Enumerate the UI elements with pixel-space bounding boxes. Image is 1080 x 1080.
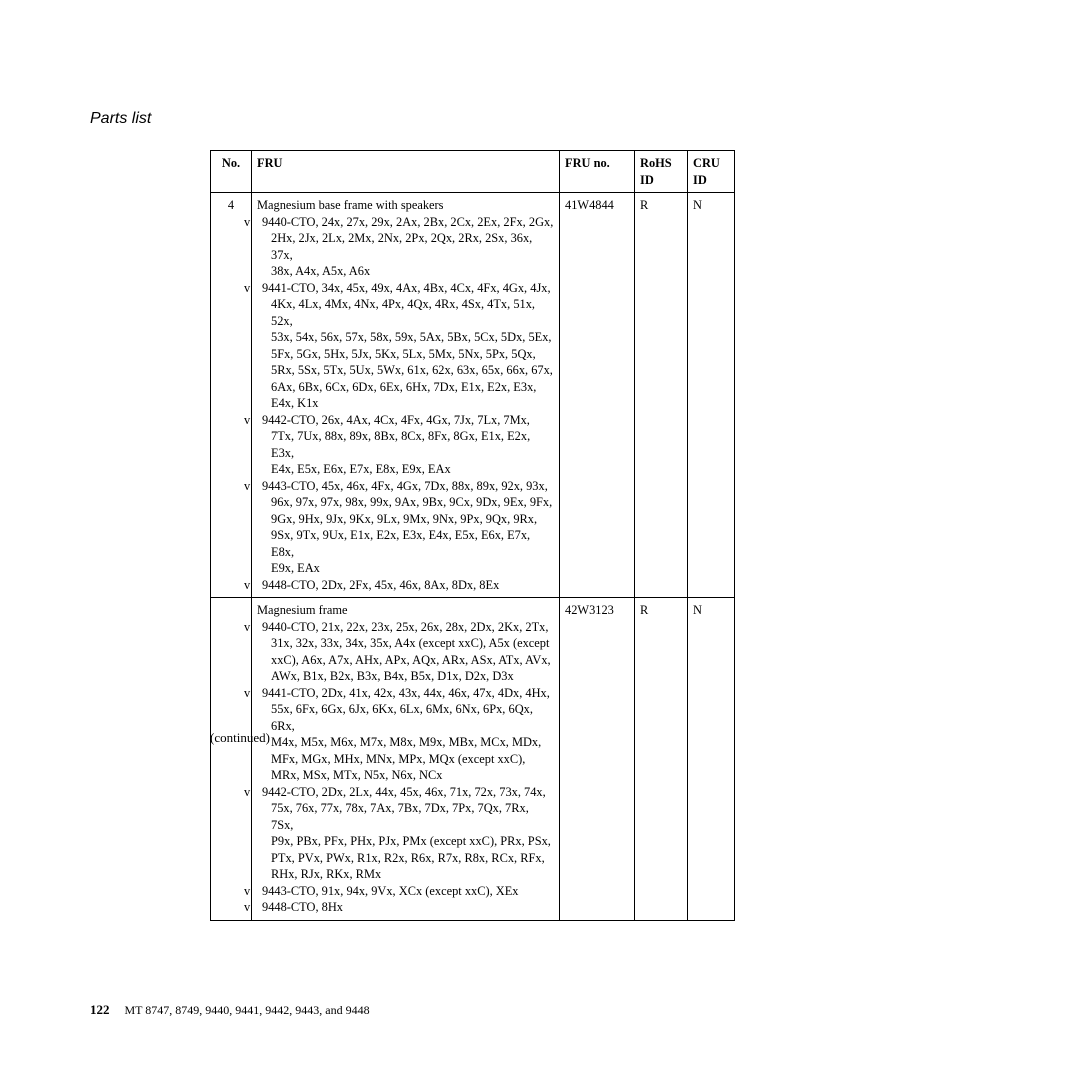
fru-line: 96x, 97x, 97x, 98x, 99x, 9Ax, 9Bx, 9Cx, … — [271, 495, 552, 509]
fru-entry: v9443-CTO, 91x, 94x, 9Vx, XCx (except xx… — [257, 883, 554, 900]
fru-line: E4x, K1x — [271, 396, 319, 410]
fru-entry: v9448-CTO, 2Dx, 2Fx, 45x, 46x, 8Ax, 8Dx,… — [257, 577, 554, 594]
fru-line: 9Gx, 9Hx, 9Jx, 9Kx, 9Lx, 9Mx, 9Nx, 9Px, … — [271, 512, 537, 526]
th-no: No. — [211, 151, 252, 193]
cell-no — [211, 598, 252, 921]
bullet-icon: v — [253, 685, 262, 702]
fru-entry: v9442-CTO, 2Dx, 2Lx, 44x, 45x, 46x, 71x,… — [257, 784, 554, 883]
fru-entry: v9440-CTO, 21x, 22x, 23x, 25x, 26x, 28x,… — [257, 619, 554, 685]
fru-line: 4Kx, 4Lx, 4Mx, 4Nx, 4Px, 4Qx, 4Rx, 4Sx, … — [271, 297, 535, 328]
fru-line: 9448-CTO, 2Dx, 2Fx, 45x, 46x, 8Ax, 8Dx, … — [262, 578, 499, 592]
cell-cru-id: N — [688, 193, 735, 598]
cell-no: 4 — [211, 193, 252, 598]
fru-line: 9Sx, 9Tx, 9Ux, E1x, E2x, E3x, E4x, E5x, … — [271, 528, 530, 559]
footer-text: MT 8747, 8749, 9440, 9441, 9442, 9443, a… — [125, 1003, 370, 1017]
cell-fru: Magnesium frame v9440-CTO, 21x, 22x, 23x… — [252, 598, 560, 921]
th-fru: FRU — [252, 151, 560, 193]
fru-line: 6Ax, 6Bx, 6Cx, 6Dx, 6Ex, 6Hx, 7Dx, E1x, … — [271, 380, 536, 394]
th-cru-l1: CRU — [693, 156, 720, 170]
fru-line: MRx, MSx, MTx, N5x, N6x, NCx — [271, 768, 442, 782]
fru-line: 2Hx, 2Jx, 2Lx, 2Mx, 2Nx, 2Px, 2Qx, 2Rx, … — [271, 231, 532, 262]
page-footer: 122 MT 8747, 8749, 9440, 9441, 9442, 944… — [90, 1002, 370, 1018]
fru-line: xxC), A6x, A7x, AHx, APx, AQx, ARx, ASx,… — [271, 653, 551, 667]
th-rohs-l2: ID — [640, 173, 654, 187]
table-header-row: No. FRU FRU no. RoHS ID CRU ID — [211, 151, 735, 193]
fru-line: RHx, RJx, RKx, RMx — [271, 867, 381, 881]
th-cru: CRU ID — [688, 151, 735, 193]
cell-fru-no: 42W3123 — [560, 598, 635, 921]
fru-line: M4x, M5x, M6x, M7x, M8x, M9x, MBx, MCx, … — [271, 735, 541, 749]
continued-label: (continued) — [210, 730, 270, 746]
fru-line: 53x, 54x, 56x, 57x, 58x, 59x, 5Ax, 5Bx, … — [271, 330, 552, 344]
cell-fru-no: 41W4844 — [560, 193, 635, 598]
fru-line: 5Rx, 5Sx, 5Tx, 5Ux, 5Wx, 61x, 62x, 63x, … — [271, 363, 553, 377]
th-frun: FRU no. — [560, 151, 635, 193]
fru-line: 38x, A4x, A5x, A6x — [271, 264, 370, 278]
fru-line: 9441-CTO, 2Dx, 41x, 42x, 43x, 44x, 46x, … — [262, 686, 550, 700]
parts-table-wrap: No. FRU FRU no. RoHS ID CRU ID 4 — [210, 150, 735, 921]
fru-entry: v9443-CTO, 45x, 46x, 4Fx, 4Gx, 7Dx, 88x,… — [257, 478, 554, 577]
fru-entry: v9448-CTO, 8Hx — [257, 899, 554, 916]
bullet-icon: v — [253, 883, 262, 900]
fru-line: AWx, B1x, B2x, B3x, B4x, B5x, D1x, D2x, … — [271, 669, 514, 683]
fru-line: P9x, PBx, PFx, PHx, PJx, PMx (except xxC… — [271, 834, 551, 848]
cell-cru-id: N — [688, 598, 735, 921]
fru-line: PTx, PVx, PWx, R1x, R2x, R6x, R7x, R8x, … — [271, 851, 545, 865]
fru-line: 9442-CTO, 2Dx, 2Lx, 44x, 45x, 46x, 71x, … — [262, 785, 546, 799]
fru-line: 55x, 6Fx, 6Gx, 6Jx, 6Kx, 6Lx, 6Mx, 6Nx, … — [271, 702, 533, 733]
fru-line: 75x, 76x, 77x, 78x, 7Ax, 7Bx, 7Dx, 7Px, … — [271, 801, 529, 832]
cell-fru: Magnesium base frame with speakers v9440… — [252, 193, 560, 598]
fru-line: 9443-CTO, 45x, 46x, 4Fx, 4Gx, 7Dx, 88x, … — [262, 479, 548, 493]
fru-line: 7Tx, 7Ux, 88x, 89x, 8Bx, 8Cx, 8Fx, 8Gx, … — [271, 429, 530, 460]
page-number: 122 — [90, 1002, 110, 1017]
fru-line: MFx, MGx, MHx, MNx, MPx, MQx (except xxC… — [271, 752, 525, 766]
th-rohs-l1: RoHS — [640, 156, 672, 170]
bullet-icon: v — [253, 280, 262, 297]
bullet-icon: v — [253, 478, 262, 495]
fru-line: E9x, EAx — [271, 561, 320, 575]
cell-rohs-id: R — [635, 598, 688, 921]
section-title: Parts list — [90, 110, 151, 128]
fru-line: 5Fx, 5Gx, 5Hx, 5Jx, 5Kx, 5Lx, 5Mx, 5Nx, … — [271, 347, 536, 361]
page: Parts list No. FRU FRU no. RoHS ID CRU I… — [0, 0, 1080, 1080]
th-cru-l2: ID — [693, 173, 707, 187]
fru-entry: v9441-CTO, 2Dx, 41x, 42x, 43x, 44x, 46x,… — [257, 685, 554, 784]
fru-line: 9440-CTO, 24x, 27x, 29x, 2Ax, 2Bx, 2Cx, … — [262, 215, 553, 229]
fru-entry: v9440-CTO, 24x, 27x, 29x, 2Ax, 2Bx, 2Cx,… — [257, 214, 554, 280]
fru-line: 9442-CTO, 26x, 4Ax, 4Cx, 4Fx, 4Gx, 7Jx, … — [262, 413, 530, 427]
fru-line: E4x, E5x, E6x, E7x, E8x, E9x, EAx — [271, 462, 451, 476]
parts-table: No. FRU FRU no. RoHS ID CRU ID 4 — [210, 150, 735, 921]
bullet-icon: v — [253, 784, 262, 801]
bullet-icon: v — [253, 577, 262, 594]
bullet-icon: v — [253, 619, 262, 636]
th-rohs: RoHS ID — [635, 151, 688, 193]
fru-entry: v9442-CTO, 26x, 4Ax, 4Cx, 4Fx, 4Gx, 7Jx,… — [257, 412, 554, 478]
fru-line: 31x, 32x, 33x, 34x, 35x, A4x (except xxC… — [271, 636, 549, 650]
fru-line: 9443-CTO, 91x, 94x, 9Vx, XCx (except xxC… — [262, 884, 519, 898]
fru-line: 9441-CTO, 34x, 45x, 49x, 4Ax, 4Bx, 4Cx, … — [262, 281, 551, 295]
fru-entry: v9441-CTO, 34x, 45x, 49x, 4Ax, 4Bx, 4Cx,… — [257, 280, 554, 412]
table-row: Magnesium frame v9440-CTO, 21x, 22x, 23x… — [211, 598, 735, 921]
fru-title: Magnesium base frame with speakers — [257, 197, 554, 214]
bullet-icon: v — [253, 214, 262, 231]
cell-rohs-id: R — [635, 193, 688, 598]
fru-title: Magnesium frame — [257, 602, 554, 619]
table-row: 4 Magnesium base frame with speakers v94… — [211, 193, 735, 598]
bullet-icon: v — [253, 899, 262, 916]
fru-line: 9448-CTO, 8Hx — [262, 900, 343, 914]
fru-line: 9440-CTO, 21x, 22x, 23x, 25x, 26x, 28x, … — [262, 620, 548, 634]
bullet-icon: v — [253, 412, 262, 429]
